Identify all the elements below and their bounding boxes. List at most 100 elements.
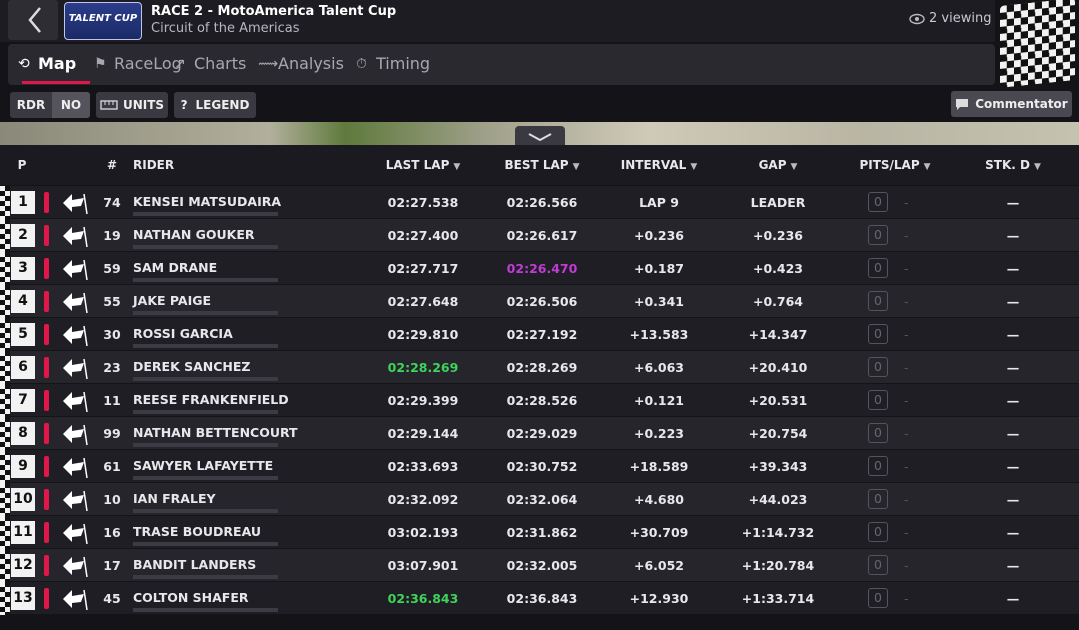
rider-progress (133, 245, 278, 249)
flag-icon (60, 355, 88, 381)
position: 4 (11, 290, 35, 313)
position: 2 (11, 224, 35, 247)
team-color-bar (44, 225, 49, 246)
sort-icon: ▼ (572, 162, 580, 172)
best-lap: 02:27.192 (506, 327, 578, 342)
rider-name: NATHAN BETTENCOURT (133, 425, 298, 440)
best-lap: 02:28.269 (506, 360, 578, 375)
interval: +0.187 (633, 261, 685, 276)
table-row: 3 59 SAM DRANE 02:27.717 02:26.470 +0.187 +0.4… (0, 252, 1079, 285)
pits-lap: - (904, 327, 909, 342)
checkered-edge (0, 351, 10, 384)
stk-d: — (1006, 459, 1020, 474)
flag-svg (63, 226, 88, 248)
legend-label: LEGEND (195, 98, 250, 112)
gap: +20.531 (748, 393, 808, 408)
pits-lap: - (904, 459, 909, 474)
viewing-count: 2 viewing (929, 11, 992, 26)
stk-d: — (1006, 393, 1020, 408)
column-header: # (106, 158, 118, 172)
column-header[interactable]: GAP ▼ (758, 158, 798, 172)
position: 12 (11, 554, 35, 577)
sort-icon: ▼ (1033, 162, 1041, 172)
commentator-icon (956, 99, 969, 110)
flag-svg (63, 325, 88, 347)
checkered-edge (0, 483, 10, 516)
best-lap: 02:32.064 (506, 492, 578, 507)
table-body: 1 74 KENSEI MATSUDAIRA 02:27.538 02:26.566 LA… (0, 186, 1079, 630)
stk-d: — (1006, 591, 1020, 606)
table-row: 6 23 DEREK SANCHEZ 02:28.269 02:28.269 +6.063… (0, 351, 1079, 384)
stk-d: — (1006, 558, 1020, 573)
pits: 0 (868, 390, 888, 410)
last-lap: 03:02.193 (387, 525, 459, 540)
checkered-edge (0, 450, 10, 483)
rider-name: KENSEI MATSUDAIRA (133, 194, 282, 209)
units-button[interactable]: UNITS (96, 92, 168, 118)
rider-progress (133, 608, 278, 612)
back-button[interactable] (8, 0, 58, 40)
column-header[interactable]: INTERVAL ▼ (620, 158, 698, 172)
tab[interactable]: RaceLog (114, 54, 182, 73)
last-lap: 02:29.144 (387, 426, 459, 441)
rider-name: TRASE BOUDREAU (133, 524, 262, 539)
rider-number: 17 (103, 558, 121, 573)
pits-lap: - (904, 393, 909, 408)
interval: +0.223 (633, 426, 685, 441)
position: 5 (11, 323, 35, 346)
tab[interactable]: Map (38, 54, 77, 73)
active-tab-indicator (22, 81, 90, 84)
flag-svg (63, 358, 88, 380)
rider-name: SAWYER LAFAYETTE (133, 458, 274, 473)
best-lap: 02:36.843 (506, 591, 578, 606)
checkered-edge (0, 252, 10, 285)
team-color-bar (44, 192, 49, 213)
best-lap: 02:26.566 (506, 195, 578, 210)
legend-button[interactable]: ? LEGEND (174, 92, 256, 118)
column-header[interactable]: BEST LAP ▼ (504, 158, 580, 172)
map-collapse[interactable] (515, 126, 565, 146)
team-color-bar (44, 324, 49, 345)
commentator-button[interactable]: Commentator (951, 91, 1072, 117)
position: 10 (11, 488, 35, 511)
series-logo: TALENT CUP (64, 2, 142, 40)
flag-icon (60, 553, 88, 579)
pits: 0 (868, 588, 888, 608)
collapse-icon (528, 133, 552, 142)
gap: +0.236 (752, 228, 804, 243)
team-color-bar (44, 291, 49, 312)
interval: +0.341 (633, 294, 685, 309)
tab[interactable]: Timing (376, 54, 431, 73)
tab[interactable]: Charts (194, 54, 247, 73)
column-header[interactable]: STK. D ▼ (985, 158, 1041, 172)
flag-icon (60, 586, 88, 612)
rider-number: 11 (103, 393, 121, 408)
column-header[interactable]: PITS/LAP ▼ (859, 158, 931, 172)
rider-progress (133, 344, 278, 348)
pits-lap: - (904, 261, 909, 276)
checkered-edge (0, 582, 10, 615)
best-lap: 02:30.752 (506, 459, 578, 474)
rider-progress (133, 311, 278, 315)
gap: +1:14.732 (741, 525, 815, 540)
flag-icon (60, 190, 88, 216)
flag-icon (60, 322, 88, 348)
rdr-toggle[interactable]: RDR NO (10, 92, 90, 118)
race-title: RACE 2 - MotoAmerica Talent Cup (151, 4, 397, 19)
pits-lap: - (904, 426, 909, 441)
pits-lap: - (904, 591, 909, 606)
gap: +14.347 (748, 327, 808, 342)
viewing-icon (909, 13, 925, 25)
interval: +4.680 (633, 492, 685, 507)
table-row: 5 30 ROSSI GARCIA 02:29.810 02:27.192 +13.583… (0, 318, 1079, 351)
pits: 0 (868, 258, 888, 278)
column-header[interactable]: LAST LAP ▼ (385, 158, 461, 172)
table-row: 8 99 NATHAN BETTENCOURT 02:29.144 02:29.029 +… (0, 417, 1079, 450)
tab[interactable]: Analysis (278, 54, 344, 73)
stk-d: — (1006, 294, 1020, 309)
pits-lap: - (904, 492, 909, 507)
legend-icon: ? (180, 98, 188, 112)
rider-name: SAM DRANE (133, 260, 218, 275)
checkered-edge (0, 516, 10, 549)
pits: 0 (868, 456, 888, 476)
